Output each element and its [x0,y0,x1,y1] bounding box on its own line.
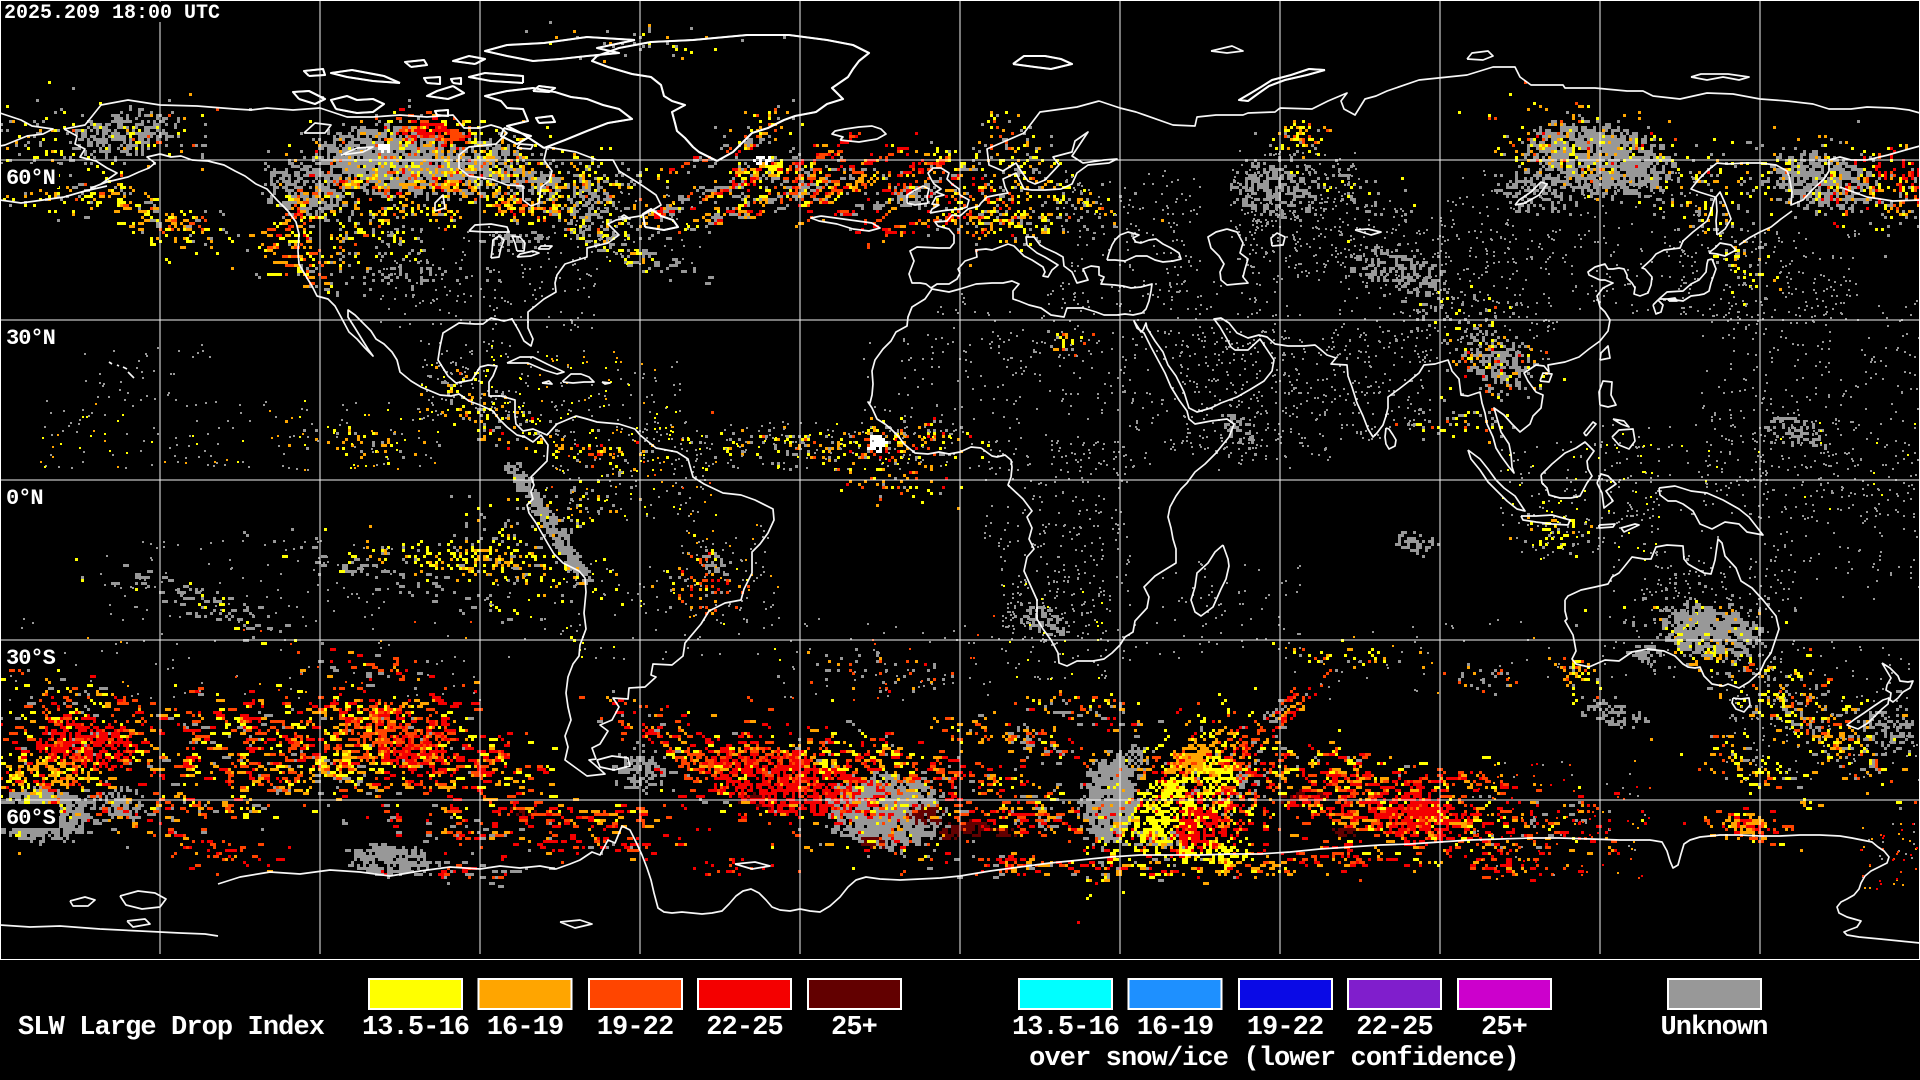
svg-text:2025.209 18:00 UTC: 2025.209 18:00 UTC [4,2,220,25]
svg-text:13.5-16: 13.5-16 [1012,1013,1119,1043]
svg-text:13.5-16: 13.5-16 [362,1013,469,1043]
svg-text:30°N: 30°N [6,326,55,351]
svg-text:over snow/ice (lower confidenc: over snow/ice (lower confidence) [1029,1044,1519,1074]
svg-text:22-25: 22-25 [706,1013,783,1043]
svg-text:Unknown: Unknown [1660,1013,1767,1043]
svg-text:SLW Large Drop Index: SLW Large Drop Index [18,1013,325,1043]
svg-text:16-19: 16-19 [1137,1013,1214,1043]
svg-text:25+: 25+ [1481,1013,1527,1043]
svg-text:60°S: 60°S [6,806,56,831]
svg-text:22-25: 22-25 [1356,1013,1433,1043]
svg-text:19-22: 19-22 [1247,1013,1324,1043]
svg-text:25+: 25+ [831,1013,877,1043]
svg-text:30°S: 30°S [6,646,56,671]
svg-text:0°N: 0°N [6,486,43,511]
svg-text:16-19: 16-19 [487,1013,564,1043]
svg-text:19-22: 19-22 [597,1013,674,1043]
svg-text:60°N: 60°N [6,166,55,191]
